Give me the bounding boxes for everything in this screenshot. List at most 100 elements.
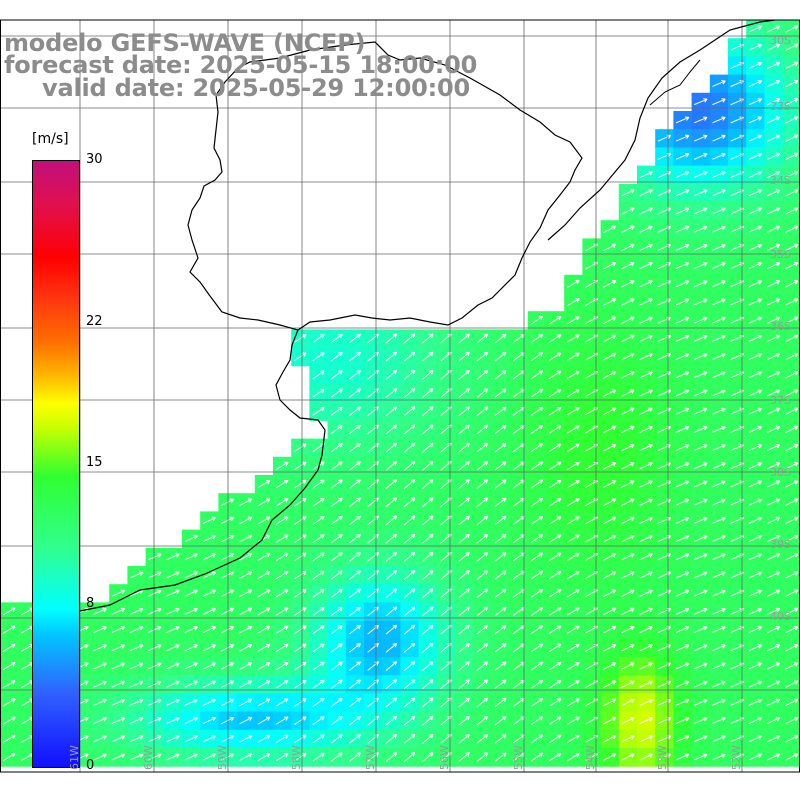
wind-arrow bbox=[422, 624, 434, 635]
wind-arrow bbox=[675, 389, 690, 397]
wind-arrow bbox=[275, 661, 289, 671]
wind-arrow bbox=[530, 734, 544, 744]
wind-arrow bbox=[494, 333, 507, 344]
wind-arrow bbox=[657, 389, 672, 397]
wind-arrow bbox=[403, 533, 416, 544]
wind-arrow bbox=[349, 570, 361, 580]
wind-arrow bbox=[330, 388, 343, 398]
wind-arrow bbox=[567, 516, 580, 525]
wind-arrow bbox=[785, 371, 799, 379]
wind-arrow bbox=[239, 753, 253, 761]
wind-arrow bbox=[766, 43, 781, 51]
latitude-label: 30S bbox=[770, 34, 791, 47]
wind-arrow bbox=[422, 388, 434, 398]
wind-arrow bbox=[567, 607, 580, 616]
wind-arrow bbox=[712, 589, 726, 597]
longitude-label: 60W bbox=[142, 745, 155, 770]
wind-arrow bbox=[748, 280, 763, 288]
wind-arrow bbox=[712, 498, 726, 506]
wind-arrow bbox=[785, 298, 799, 306]
wind-arrow bbox=[766, 462, 781, 470]
wind-arrow bbox=[548, 461, 562, 471]
wind-arrow bbox=[2, 734, 16, 743]
wind-arrow bbox=[458, 679, 470, 690]
wind-arrow bbox=[148, 735, 162, 743]
wind-arrow bbox=[367, 734, 380, 744]
wind-arrow bbox=[458, 442, 470, 453]
wind-arrow bbox=[548, 425, 562, 434]
wind-arrow bbox=[476, 533, 489, 544]
wind-arrow bbox=[785, 407, 799, 415]
wind-arrow bbox=[202, 735, 217, 743]
wind-arrow bbox=[621, 735, 635, 743]
wind-arrow bbox=[422, 551, 434, 562]
wind-arrow bbox=[530, 388, 544, 398]
wind-arrow bbox=[748, 462, 763, 470]
wind-arrow bbox=[766, 352, 781, 361]
wind-arrow bbox=[675, 571, 690, 579]
wind-arrow bbox=[621, 243, 635, 252]
wind-arrow bbox=[748, 80, 763, 88]
wind-arrow bbox=[785, 680, 799, 688]
wind-arrow bbox=[166, 735, 180, 743]
wind-arrow bbox=[675, 407, 690, 415]
wind-arrow bbox=[748, 753, 763, 761]
wind-arrow bbox=[476, 624, 489, 635]
wind-arrow bbox=[385, 515, 398, 526]
wind-arrow bbox=[221, 498, 235, 506]
wind-arrow bbox=[785, 25, 799, 33]
wind-arrow bbox=[621, 716, 635, 725]
wind-arrow bbox=[567, 734, 580, 743]
wind-arrow bbox=[312, 698, 325, 707]
wind-arrow bbox=[639, 753, 653, 761]
wind-arrow bbox=[712, 480, 726, 488]
wind-arrow bbox=[330, 333, 343, 344]
wind-arrow bbox=[221, 698, 235, 707]
wind-arrow bbox=[385, 715, 398, 726]
wind-arrow bbox=[785, 735, 799, 743]
wind-arrow bbox=[494, 624, 507, 635]
wind-arrow bbox=[2, 625, 16, 634]
wind-arrow bbox=[403, 715, 416, 726]
wind-arrow bbox=[312, 406, 325, 416]
wind-arrow bbox=[476, 697, 489, 708]
wind-arrow bbox=[712, 735, 726, 743]
wind-arrow bbox=[458, 533, 470, 544]
wind-arrow bbox=[367, 588, 380, 599]
wind-arrow bbox=[603, 680, 617, 688]
wind-arrow bbox=[202, 589, 217, 597]
wind-arrow bbox=[694, 480, 708, 488]
wind-arrow bbox=[548, 370, 562, 380]
wind-arrow bbox=[166, 644, 180, 652]
wind-arrow bbox=[494, 588, 507, 598]
wind-arrow bbox=[785, 79, 799, 88]
wind-arrow bbox=[712, 243, 726, 251]
wind-arrow bbox=[712, 116, 726, 124]
wind-arrow bbox=[748, 425, 763, 433]
wind-arrow bbox=[93, 644, 107, 652]
wind-arrow bbox=[403, 333, 416, 344]
wind-arrow bbox=[548, 388, 562, 398]
wind-arrow bbox=[657, 189, 672, 197]
wind-arrow bbox=[166, 753, 180, 761]
wind-arrow bbox=[639, 571, 653, 579]
wind-arrow bbox=[603, 716, 617, 725]
wind-arrow bbox=[548, 570, 562, 580]
wind-arrow bbox=[494, 515, 507, 526]
wind-arrow bbox=[548, 534, 562, 543]
wind-arrow bbox=[239, 553, 253, 561]
wind-arrow bbox=[621, 698, 635, 707]
wind-arrow bbox=[385, 388, 398, 398]
wind-arrow bbox=[712, 626, 726, 633]
longitude-label: 55W bbox=[512, 745, 525, 770]
wind-arrow bbox=[530, 443, 544, 453]
wind-arrow bbox=[403, 497, 416, 508]
wind-arrow bbox=[657, 353, 672, 360]
wind-arrow bbox=[385, 424, 398, 435]
wind-arrow bbox=[785, 43, 799, 51]
wind-arrow bbox=[639, 371, 653, 379]
wind-arrow bbox=[275, 516, 289, 525]
wind-arrow bbox=[330, 679, 343, 689]
